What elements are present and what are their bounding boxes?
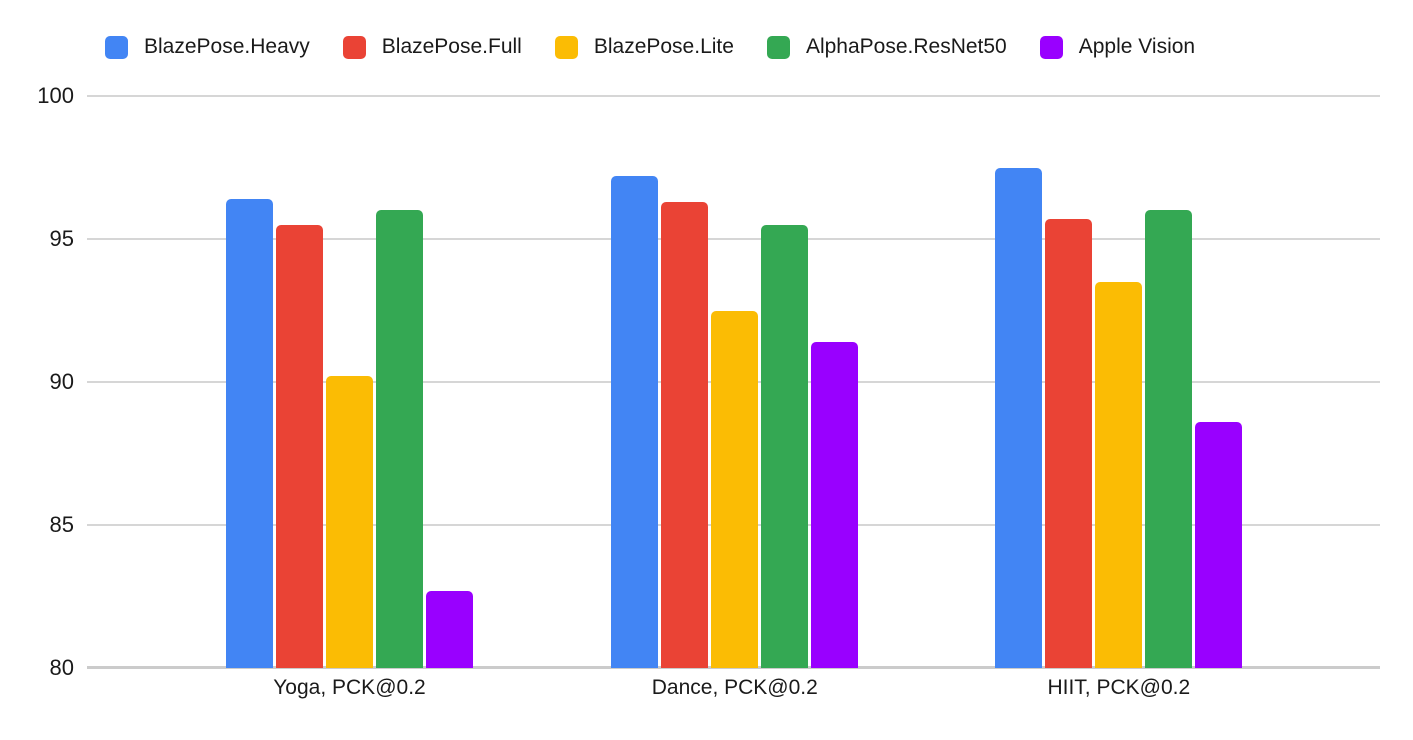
- gridline-y-100: [87, 95, 1380, 97]
- bar-blazepose-heavy-dance: [611, 176, 659, 668]
- y-tick-label-85: 85: [49, 512, 74, 537]
- x-axis-tick-labels: Yoga, PCK@0.2 Dance, PCK@0.2 HIIT, PCK@0.2: [87, 668, 1380, 708]
- legend-swatch-icon: [554, 35, 578, 59]
- bar-blazepose-heavy-yoga: [225, 198, 273, 668]
- bar-apple-vision-yoga: [425, 590, 473, 668]
- plot-area: [87, 95, 1380, 669]
- y-tick-label-100: 100: [37, 83, 74, 108]
- legend-label: BlazePose.Heavy: [144, 35, 310, 58]
- bar-blazepose-heavy-hiit: [995, 167, 1043, 668]
- legend-swatch-icon: [105, 35, 128, 59]
- legend-label: BlazePose.Full: [381, 35, 522, 58]
- bar-blazepose-lite-hiit: [1095, 281, 1143, 668]
- bar-blazepose-lite-dance: [711, 310, 759, 668]
- gridline-y-95: [87, 238, 1380, 240]
- x-tick-label-hiit: HIIT, PCK@0.2: [1047, 676, 1191, 699]
- legend-swatch-icon: [1039, 35, 1063, 59]
- legend-swatch-icon: [766, 35, 790, 59]
- legend-label: BlazePose.Lite: [593, 35, 734, 58]
- legend-label: Apple Vision: [1078, 35, 1196, 58]
- y-tick-label-90: 90: [49, 369, 74, 394]
- legend-item-blazepose-full: BlazePose.Full: [342, 35, 522, 59]
- bar-apple-vision-dance: [811, 341, 859, 668]
- legend-swatch-icon: [342, 35, 366, 59]
- y-axis-tick-labels: 80 85 90 95 100: [0, 83, 74, 680]
- bar-alphapose-resnet50-yoga: [375, 210, 423, 668]
- legend-item-blazepose-lite: BlazePose.Lite: [554, 35, 734, 59]
- y-tick-label-95: 95: [49, 226, 74, 251]
- chart-legend: BlazePose.Heavy BlazePose.Full BlazePose.L…: [105, 35, 1195, 59]
- legend-label: AlphaPose.ResNet50: [805, 35, 1007, 58]
- bar-blazepose-lite-yoga: [325, 376, 373, 668]
- legend-item-blazepose-heavy: BlazePose.Heavy: [105, 35, 310, 59]
- legend-item-apple-vision: Apple Vision: [1039, 35, 1196, 59]
- bar-blazepose-full-hiit: [1045, 218, 1093, 668]
- bar-alphapose-resnet50-dance: [761, 224, 809, 668]
- bar-blazepose-full-yoga: [275, 224, 323, 668]
- legend-item-alphapose-resnet50: AlphaPose.ResNet50: [766, 35, 1007, 59]
- y-tick-label-80: 80: [49, 655, 74, 680]
- bar-apple-vision-hiit: [1195, 422, 1243, 668]
- bar-blazepose-full-dance: [661, 201, 709, 668]
- x-tick-label-yoga: Yoga, PCK@0.2: [273, 676, 426, 699]
- x-tick-label-dance: Dance, PCK@0.2: [651, 676, 818, 699]
- bar-alphapose-resnet50-hiit: [1145, 210, 1193, 668]
